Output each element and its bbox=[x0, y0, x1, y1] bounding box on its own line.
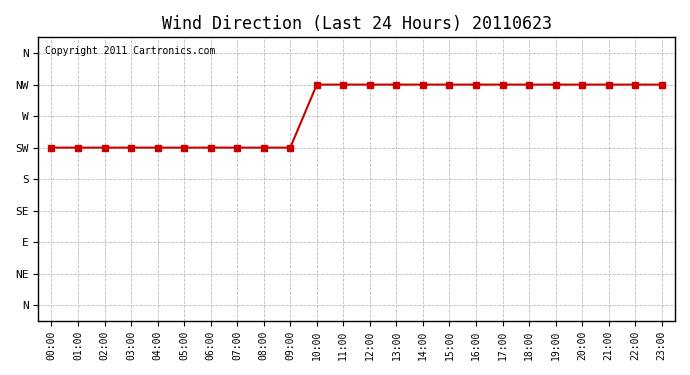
Title: Wind Direction (Last 24 Hours) 20110623: Wind Direction (Last 24 Hours) 20110623 bbox=[161, 15, 551, 33]
Text: Copyright 2011 Cartronics.com: Copyright 2011 Cartronics.com bbox=[45, 46, 215, 56]
